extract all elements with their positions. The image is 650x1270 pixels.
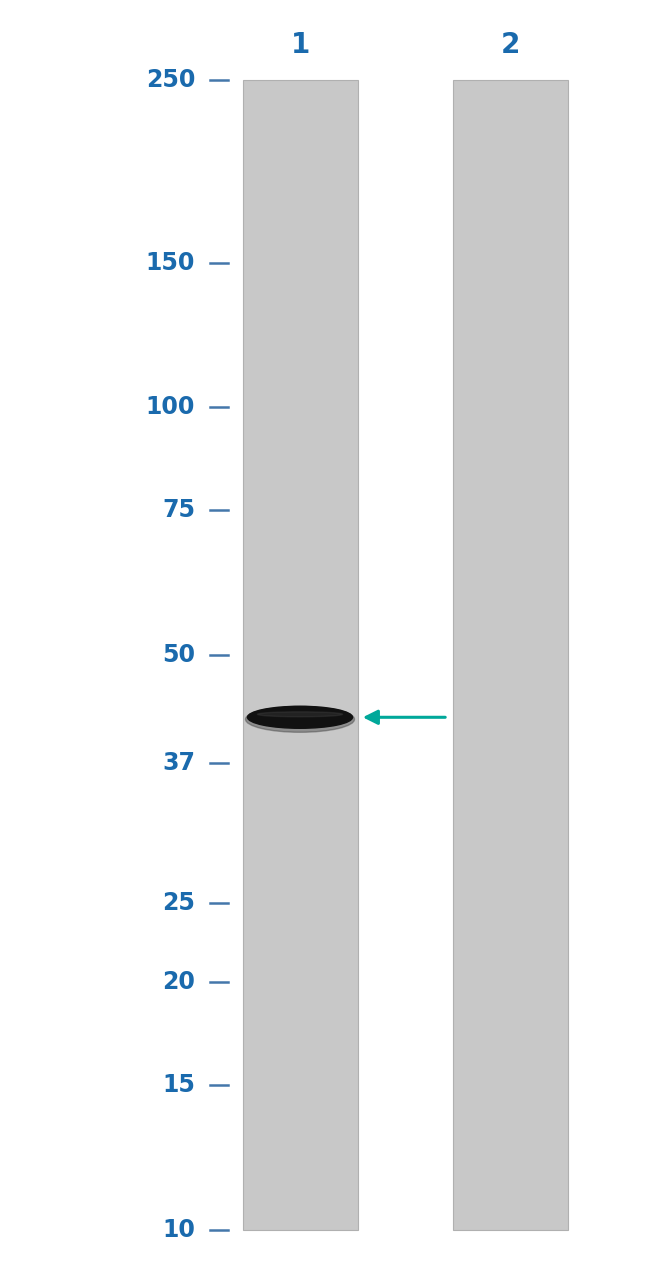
Text: 20: 20	[162, 970, 195, 994]
Text: 37: 37	[162, 751, 195, 775]
Bar	[453, 80, 568, 1231]
Text: 100: 100	[146, 395, 195, 419]
Text: 250: 250	[146, 69, 195, 91]
Ellipse shape	[257, 711, 343, 716]
Text: 150: 150	[146, 250, 195, 274]
Text: 15: 15	[162, 1073, 195, 1097]
Text: 75: 75	[162, 498, 195, 522]
Bar	[243, 80, 358, 1231]
Text: 25: 25	[162, 890, 195, 914]
Ellipse shape	[246, 706, 354, 733]
Text: 1: 1	[291, 30, 309, 58]
Text: 2: 2	[500, 30, 520, 58]
Ellipse shape	[248, 706, 352, 728]
Text: 10: 10	[162, 1218, 195, 1242]
Text: 50: 50	[162, 643, 195, 667]
